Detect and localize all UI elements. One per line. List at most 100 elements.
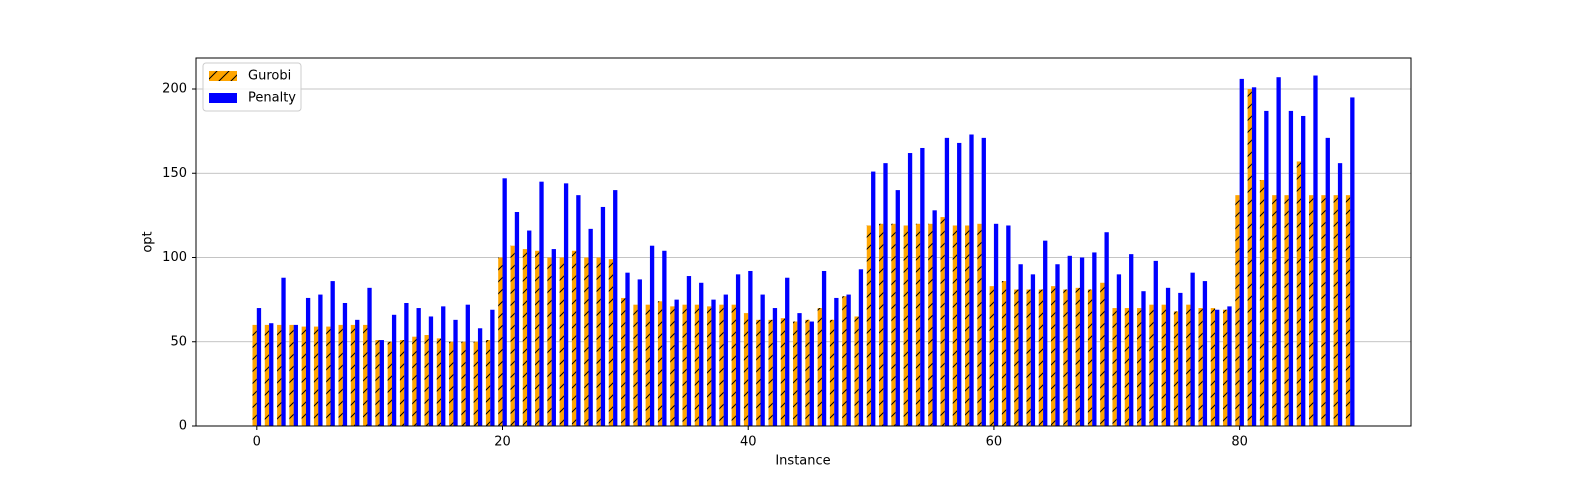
bar [895,190,900,426]
bar [625,272,630,426]
bar-hatch [1259,179,1265,426]
bar [1337,163,1343,426]
bar [883,163,888,426]
bar-hatch [547,257,552,426]
bar [649,245,655,426]
bar-hatch [1063,289,1068,426]
bar [1129,254,1134,426]
bar [551,249,556,426]
bar [637,279,642,426]
bar [1030,274,1036,426]
bar [416,308,421,426]
bar [576,195,581,426]
bar [305,297,311,426]
bar [600,206,606,426]
bar-hatch [596,257,601,426]
bar-hatch [510,245,515,426]
bar-hatch [1272,195,1277,426]
bar-hatch [1186,304,1191,426]
bar [342,302,348,426]
bar [1264,110,1269,427]
bar-hatch [301,326,306,426]
bar [1239,78,1244,427]
legend-swatch [209,93,237,103]
bar [821,270,827,426]
bar [1104,232,1109,426]
x-axis-label: Instance [775,454,830,469]
x-tick-label: 20 [494,435,511,450]
bar-hatch [264,324,270,426]
bar-hatch [1284,195,1289,426]
bar [772,308,778,426]
bar-hatch [449,341,454,426]
bar-hatch [350,324,356,426]
bar-hatch [682,304,687,426]
bar [748,270,753,426]
bar-hatch [461,341,466,426]
legend-label: Penalty [248,91,296,106]
y-tick-label: 150 [162,166,187,181]
bar [1190,272,1195,426]
bar-hatch [817,308,822,426]
bar-hatch [1333,195,1338,426]
bar [1092,252,1097,426]
bar-hatch [1124,308,1130,426]
bar-hatch [326,326,331,426]
bar [957,142,962,426]
bar [539,181,544,426]
bar-hatch [645,304,650,426]
y-tick-label: 50 [170,334,187,349]
bar-hatch [793,321,798,426]
bar [1018,264,1023,426]
bar-hatch [363,324,368,426]
bar-hatch [1161,304,1166,426]
bar [477,328,483,426]
bar-hatch [1038,289,1044,426]
bar-hatch [1235,195,1240,426]
bar-hatch [1345,195,1351,426]
bar [858,269,864,426]
bar [293,324,298,426]
bar [404,302,409,426]
bar [1288,110,1294,427]
bar-hatch [940,217,945,426]
x-tick-label: 60 [986,435,1003,450]
bar [1006,225,1011,426]
x-tick-label: 80 [1231,435,1248,450]
bar [1215,309,1220,426]
bar-hatch [412,336,417,426]
bar-hatch [535,250,540,426]
bar [256,308,262,426]
bar-hatch [891,223,896,426]
bar [723,294,728,426]
bar [318,294,323,426]
bar [1141,291,1146,426]
bar-hatch [375,340,380,426]
y-tick-label: 200 [162,82,187,97]
bar [981,137,986,426]
bar [662,250,667,426]
bar [1350,97,1355,426]
bar [760,294,765,426]
bar-hatch [485,340,491,426]
bar-hatch [338,324,343,426]
bar [514,212,520,426]
bar-hatch [1198,308,1203,426]
bar [465,304,470,426]
bar-hatch [571,250,577,426]
bar-hatch [1087,289,1093,426]
bar-hatch [879,223,884,426]
bar [563,183,569,426]
bar [944,137,950,426]
bar-hatch [1309,195,1314,426]
bar-hatch [1296,161,1302,426]
bar [735,274,741,426]
bar [330,281,335,426]
bar [809,321,814,426]
bar [907,153,913,427]
bar-hatch [1026,289,1031,426]
bar-hatch [657,301,663,426]
bar-hatch [608,259,614,426]
bar-hatch [1100,282,1105,426]
bar [269,323,274,426]
